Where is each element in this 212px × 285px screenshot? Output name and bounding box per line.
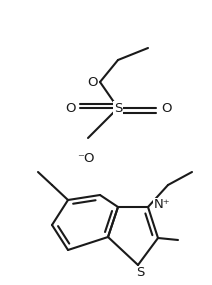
Text: S: S (114, 101, 122, 115)
Text: O: O (87, 76, 97, 89)
Text: ⁻O: ⁻O (77, 152, 95, 164)
Text: O: O (65, 101, 75, 115)
Text: N⁺: N⁺ (154, 198, 170, 211)
Text: O: O (161, 101, 171, 115)
Text: S: S (136, 266, 144, 280)
